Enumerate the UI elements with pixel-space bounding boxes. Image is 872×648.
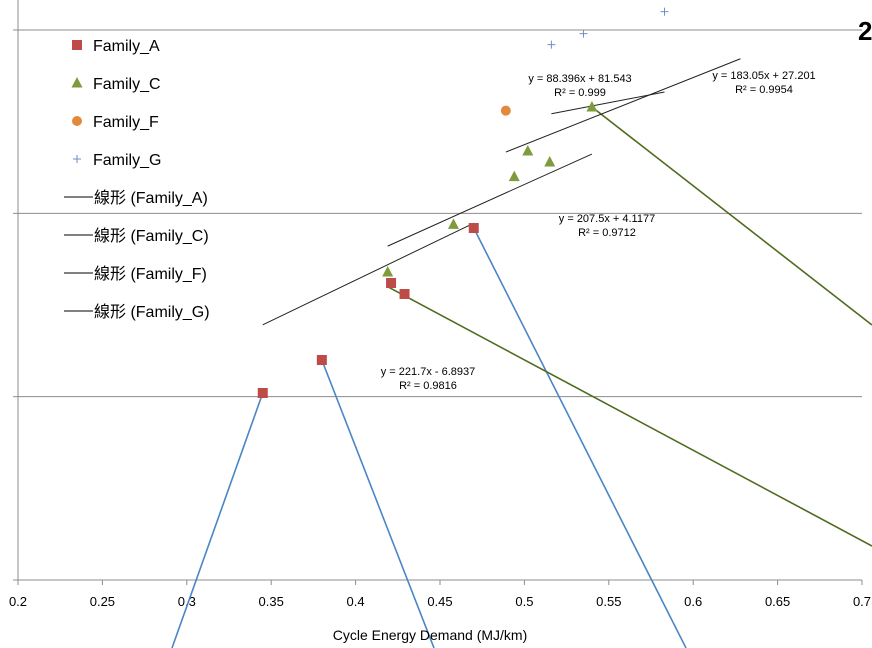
- callout-line: [473, 227, 687, 648]
- x-tick-label: 0.3: [178, 594, 196, 609]
- callout-line: [591, 106, 872, 326]
- data-point-family-a: [399, 289, 410, 299]
- x-tick-label: 0.55: [596, 594, 621, 609]
- trendline: [387, 153, 593, 247]
- trendline-equations: y = 221.7x - 6.8937 R² = 0.9816 y = 207.5x…: [381, 70, 816, 392]
- legend-trendline-entry: 線形 (Family_G): [94, 303, 210, 321]
- data-point-family-a: [468, 223, 479, 233]
- data-point-family-a: [316, 355, 327, 365]
- x-tick-label: 0.45: [427, 594, 452, 609]
- callout-line: [387, 285, 872, 547]
- trendline-r-squared: R² = 0.9816: [399, 380, 457, 392]
- trendline-r-squared: R² = 0.9954: [735, 84, 793, 96]
- data-point-family-a: [257, 388, 268, 398]
- data-point-family-f: [500, 105, 511, 116]
- legend: Family_A Family_C Family_F Family_G 線形 (Fami…: [64, 38, 210, 321]
- x-axis-label: Cycle Energy Demand (MJ/km): [333, 627, 528, 643]
- legend-entry: Family_C: [93, 76, 161, 93]
- callout-line: [321, 359, 435, 648]
- trendline-equation: y = 221.7x - 6.8937: [381, 366, 475, 378]
- data-point-family-c: [544, 156, 556, 167]
- x-tick-label: 0.2: [9, 594, 27, 609]
- trendline-r-squared: R² = 0.9712: [578, 227, 636, 239]
- callout-lines: [171, 106, 872, 648]
- legend-marker: [71, 77, 83, 88]
- x-tick-label: 0.4: [347, 594, 365, 609]
- gridlines: [18, 29, 862, 398]
- trendline: [551, 91, 665, 115]
- legend-trendline-entry: 線形 (Family_A): [94, 189, 208, 207]
- data-point-family-c: [382, 266, 394, 277]
- corner-label: 2: [858, 16, 872, 46]
- trendline-r-squared: R² = 0.999: [554, 87, 606, 99]
- x-tick-label: 0.25: [90, 594, 115, 609]
- data-points: [257, 7, 669, 398]
- legend-trendline-entry: 線形 (Family_C): [94, 227, 209, 245]
- data-point-family-g: [547, 40, 556, 49]
- axes: 0.2 0.25 0.3 0.35 0.4 0.45 0.5 0.55 0.6 0.65 0.7: [9, 0, 871, 609]
- x-tick-label: 0.5: [515, 594, 533, 609]
- legend-marker: [73, 155, 81, 163]
- data-point-family-c: [508, 170, 520, 182]
- trendline-equation: y = 88.396x + 81.543: [528, 73, 631, 85]
- legend-entry: Family_A: [93, 38, 160, 55]
- trendline-equation: y = 207.5x + 4.1177: [559, 213, 655, 225]
- data-point-family-g: [579, 29, 588, 38]
- legend-marker: [72, 116, 82, 126]
- x-tick-label: 0.7: [853, 594, 871, 609]
- data-point-family-c: [586, 101, 598, 112]
- legend-entry: Family_G: [93, 152, 161, 169]
- trendline: [505, 58, 741, 153]
- x-tick-label: 0.65: [765, 594, 790, 609]
- trendline: [262, 222, 474, 326]
- data-point-family-c: [522, 145, 534, 156]
- legend-entry: Family_F: [93, 114, 159, 131]
- callout-line: [171, 392, 264, 648]
- trendlines: [262, 58, 741, 326]
- x-tick-label: 0.35: [259, 594, 284, 609]
- data-point-family-a: [386, 278, 397, 288]
- legend-trendline-entry: 線形 (Family_F): [94, 265, 207, 283]
- x-tick-label: 0.6: [684, 594, 702, 609]
- legend-marker: [72, 40, 82, 50]
- data-point-family-c: [448, 218, 460, 229]
- trendline-equation: y = 183.05x + 27.201: [712, 70, 815, 82]
- data-point-family-g: [660, 7, 669, 16]
